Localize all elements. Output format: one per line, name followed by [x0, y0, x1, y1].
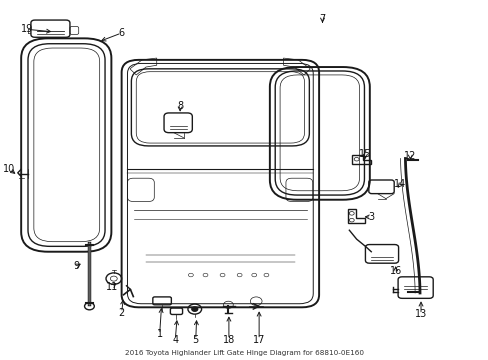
Text: 17: 17	[252, 334, 265, 345]
Text: 19: 19	[21, 24, 34, 35]
Text: 12: 12	[403, 150, 416, 161]
Text: 14: 14	[394, 179, 406, 189]
Text: 7: 7	[319, 14, 325, 24]
Text: 6: 6	[118, 28, 124, 38]
Text: 2016 Toyota Highlander Lift Gate Hinge Diagram for 68810-0E160: 2016 Toyota Highlander Lift Gate Hinge D…	[125, 350, 363, 356]
Text: 10: 10	[3, 164, 16, 174]
Text: 15: 15	[359, 149, 371, 159]
Text: 18: 18	[223, 334, 235, 345]
Text: 4: 4	[172, 334, 178, 345]
Text: 2: 2	[118, 308, 124, 318]
Text: 5: 5	[192, 334, 199, 345]
Text: 1: 1	[156, 329, 163, 339]
Text: 16: 16	[389, 266, 401, 276]
Circle shape	[191, 307, 197, 311]
Text: 11: 11	[105, 282, 118, 292]
Text: 8: 8	[177, 102, 183, 112]
Text: 3: 3	[367, 212, 374, 222]
Text: 13: 13	[414, 310, 426, 319]
Text: 9: 9	[73, 261, 79, 271]
